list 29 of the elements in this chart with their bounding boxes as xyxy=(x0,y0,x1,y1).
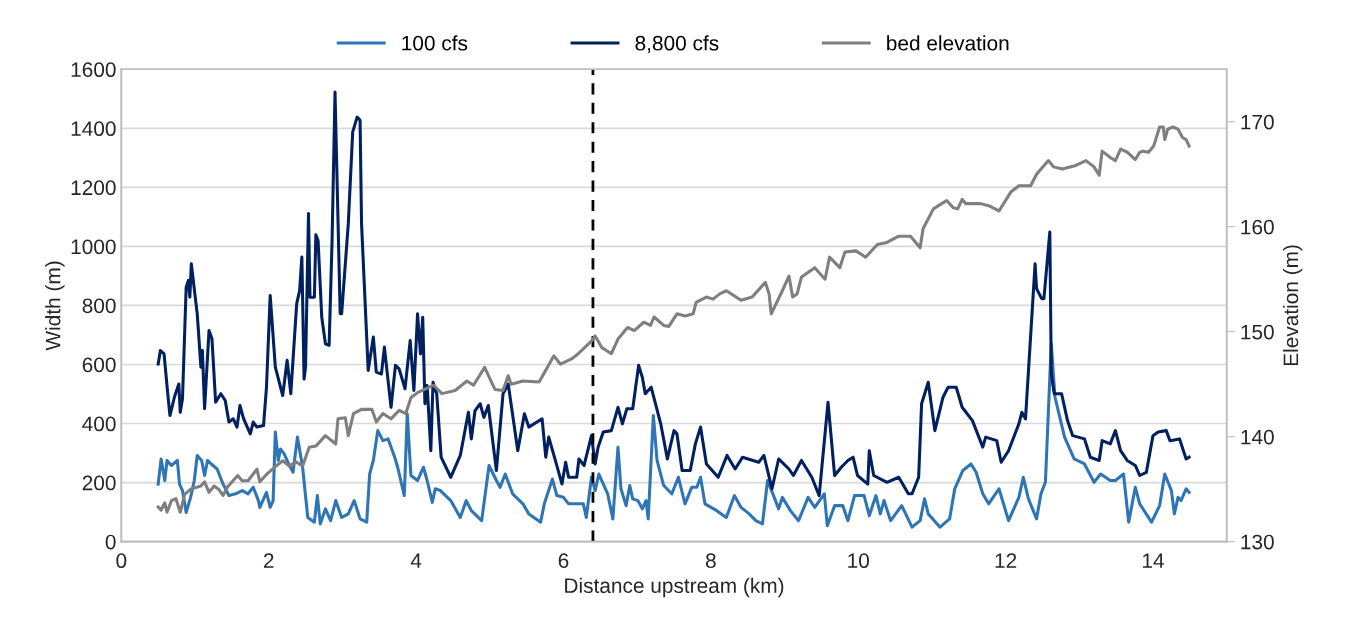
legend-label: bed elevation xyxy=(887,35,1009,51)
x-tick-label: 6 xyxy=(558,553,569,569)
legend-label: 100 cfs xyxy=(402,35,468,51)
x-tick-label: 4 xyxy=(410,553,422,568)
x-tick-label: 8 xyxy=(705,553,716,569)
y-tick-label: 1000 xyxy=(71,239,116,255)
y-axis-title: Width (m) xyxy=(45,261,65,351)
y2-tick-label: 170 xyxy=(1241,114,1274,130)
y-tick-label: 400 xyxy=(82,416,116,432)
y2-tick-label: 160 xyxy=(1241,219,1274,235)
x-tick-label: 10 xyxy=(848,553,869,569)
y-tick-label: 0 xyxy=(105,534,116,550)
x-tick-label: 0 xyxy=(116,553,127,569)
y2-tick-label: 140 xyxy=(1241,429,1274,445)
x-axis-title: Distance upstream (km) xyxy=(565,577,784,598)
y-tick-label: 1600 xyxy=(71,62,116,78)
y2-tick-label: 150 xyxy=(1241,324,1274,340)
y2-axis-title: Elevation (m) xyxy=(1282,245,1303,366)
x-tick-label: 12 xyxy=(995,553,1017,568)
x-tick-label: 14 xyxy=(1142,553,1164,568)
y-tick-label: 800 xyxy=(82,298,116,314)
y-tick-label: 600 xyxy=(82,357,116,373)
y-tick-label: 1400 xyxy=(71,121,116,137)
line-series xyxy=(156,342,1191,529)
y2-tick-label: 130 xyxy=(1241,534,1274,550)
y-tick-label: 1200 xyxy=(71,180,116,196)
legend-label: 8,800 cfs xyxy=(635,35,719,54)
y-tick-label: 200 xyxy=(82,475,116,491)
x-tick-label: 2 xyxy=(263,553,274,568)
